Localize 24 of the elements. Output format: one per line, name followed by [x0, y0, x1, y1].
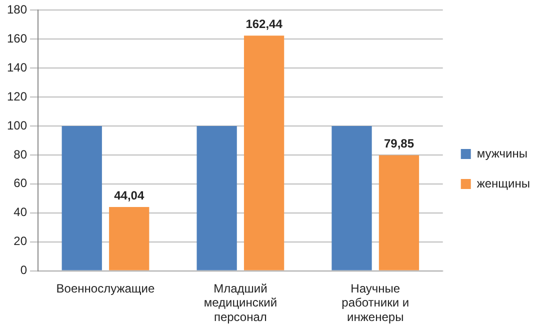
x-tick-label: Младший медицинский персонал	[204, 281, 278, 324]
y-tick-label: 40	[14, 205, 28, 220]
data-label: 79,85	[384, 136, 414, 151]
y-tick-label: 120	[6, 89, 28, 104]
y-tick-label: 100	[6, 118, 28, 132]
bar	[109, 207, 150, 270]
bar	[332, 126, 372, 270]
x-tick-label: Научные работники и инженеры	[342, 281, 410, 324]
y-tick-label: 0	[20, 263, 28, 278]
bar	[62, 126, 102, 270]
y-tick-label: 160	[6, 31, 28, 46]
bar	[244, 36, 284, 270]
data-label: 162,44	[246, 16, 283, 31]
y-tick-label: 140	[6, 60, 28, 74]
y-tick-label: 60	[14, 176, 28, 190]
x-tick-label: Военнослужащие	[56, 281, 155, 296]
y-tick-label: 180	[6, 2, 28, 17]
legend-label: женщины	[476, 176, 530, 190]
bar	[378, 155, 420, 270]
data-label: 44,04	[114, 188, 144, 202]
bar	[196, 126, 237, 270]
y-tick-label: 80	[14, 147, 28, 162]
legend-label: мужчины	[476, 146, 528, 160]
y-tick-label: 20	[14, 234, 28, 248]
